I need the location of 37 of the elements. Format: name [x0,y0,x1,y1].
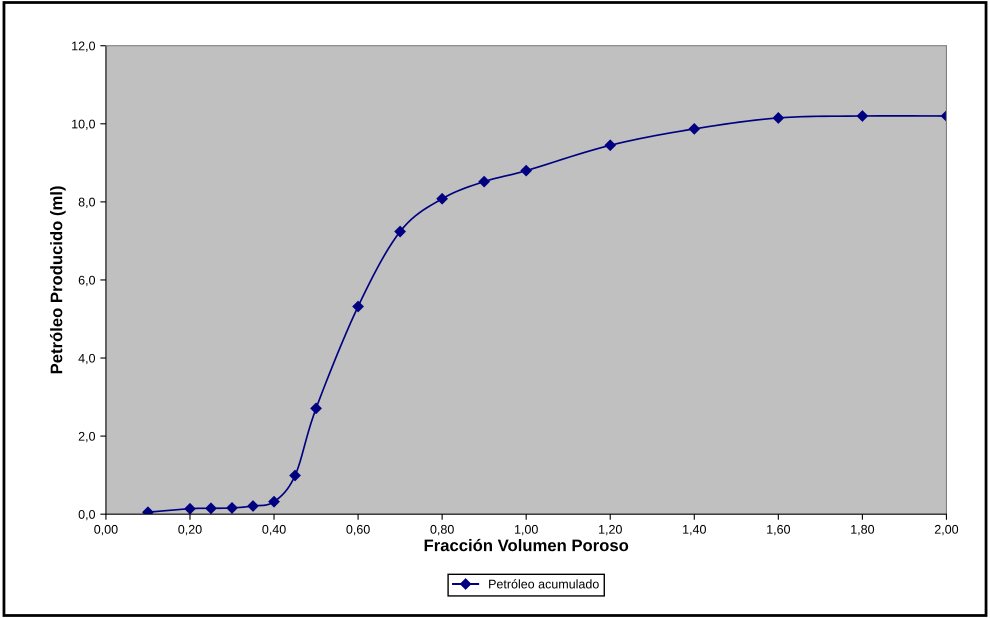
point [268,496,280,508]
x-tick-label: 1,20 [599,524,622,536]
x-tick-label: 0,80 [430,524,454,536]
point [436,193,448,204]
y-tick-label: 6,0 [78,276,96,286]
x-tick-label: 0,40 [262,524,286,536]
y-tick-label: 2,0 [78,432,96,442]
point [604,140,616,151]
y-tick-label: 0,0 [78,510,96,520]
point [310,402,322,414]
x-tick-label: 2,00 [934,524,958,536]
point [856,110,868,122]
point [520,165,532,176]
x-tick-label: 1,00 [514,524,538,536]
x-tick-label: 1,60 [767,524,790,536]
point [688,123,700,134]
x-tick-label: 1,80 [851,524,874,536]
x-axis-title: Fracción Volumen Poroso [424,538,628,552]
legend-label: Petróleo acumulado [489,579,599,588]
y-tick-label: 8,0 [78,198,96,208]
y-tick-label: 4,0 [78,354,96,364]
point [247,500,259,512]
point [394,226,406,238]
x-tick-label: 0,60 [346,524,370,536]
point [184,503,196,514]
point [205,502,217,514]
point [478,176,490,188]
y-axis-title: Petróleo Producido (ml) [50,186,66,374]
point [772,112,784,124]
y-tick-label: 12,0 [72,42,96,52]
point [352,300,364,312]
y-tick-label: 10,0 [72,120,96,130]
point [289,470,301,482]
x-tick-label: 1,40 [683,524,706,536]
x-tick-label: 0,00 [94,524,118,536]
point [226,502,238,514]
x-tick-label: 0,20 [178,524,202,536]
